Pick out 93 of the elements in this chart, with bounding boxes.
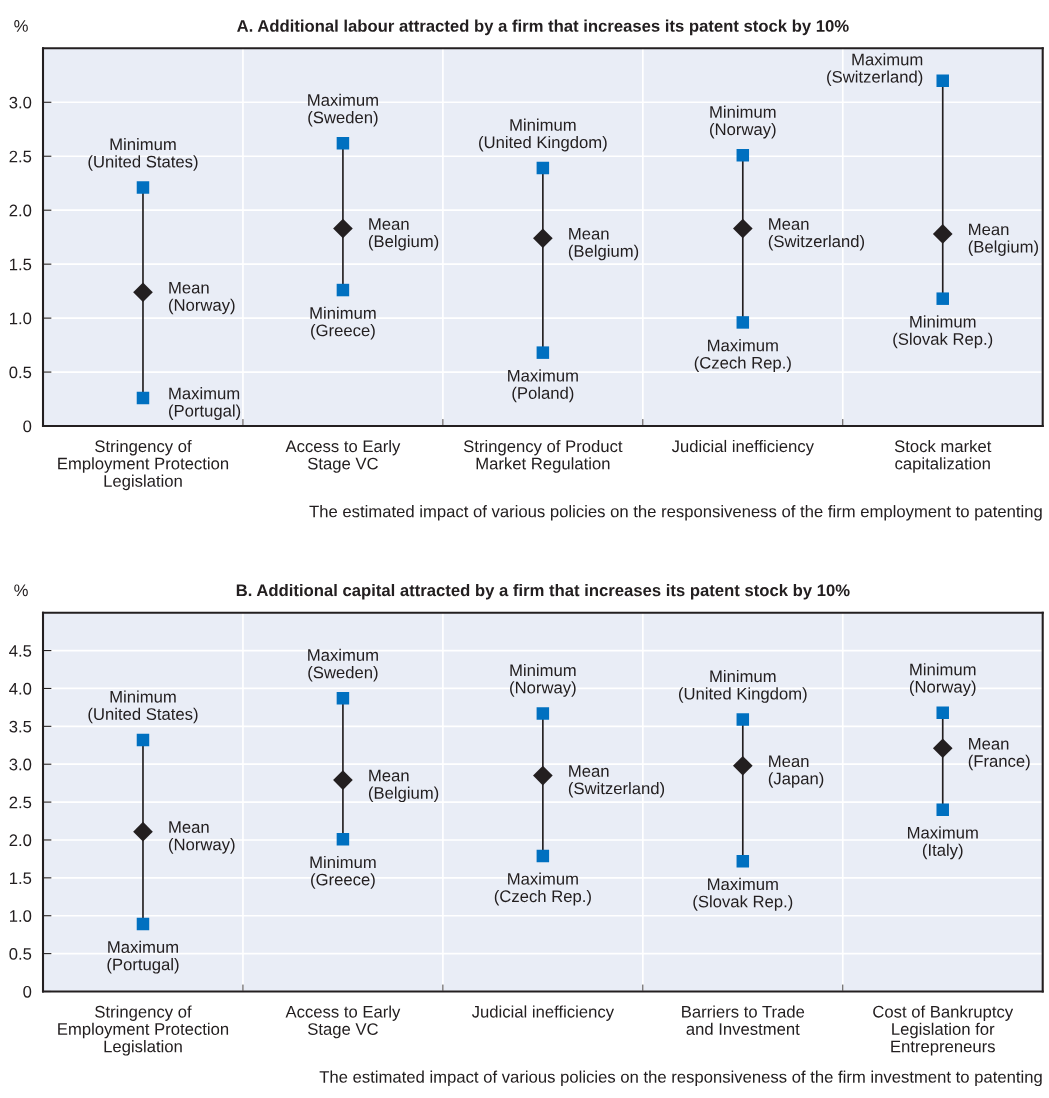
annotation: Mean (Norway)	[169, 281, 235, 315]
point	[336, 283, 350, 297]
x-tick-label: Access to Early Stage VC	[285, 439, 401, 473]
y-tick-label: 2.5	[9, 150, 32, 163]
annotation: Minimum (Norway)	[710, 105, 776, 139]
annotation: Maximum (Slovak Rep.)	[693, 877, 793, 911]
y-tick-label: 1.0	[10, 312, 32, 325]
y-tick-label: 0.5	[9, 366, 32, 379]
text: The estimated impact of various policies on the responsiveness of the firm investment to patenting	[319, 1070, 1042, 1087]
annotation: Minimum (United States)	[88, 137, 198, 171]
x-tick-label: Barriers to Trade and Investment	[682, 1005, 805, 1035]
annotation: Maximum (Poland)	[508, 369, 578, 403]
y-tick-label: 3.5	[9, 720, 32, 733]
annotation: Minimum (Greece)	[310, 855, 376, 889]
x-tick-label: Access to Early Stage VC	[285, 1005, 401, 1039]
point	[732, 755, 753, 776]
annotation: Mean (Switzerland)	[568, 765, 665, 798]
annotation: Maximum (Switzerland)	[827, 53, 923, 87]
y-axis-title: %	[14, 584, 28, 597]
point	[333, 218, 353, 239]
annotation: Mean (Norway)	[169, 821, 235, 854]
annotation: Mean (Belgium)	[968, 223, 1039, 256]
point	[136, 733, 150, 747]
annotation: Maximum (Portugal)	[169, 387, 241, 420]
annotation: Mean (Belgium)	[368, 218, 439, 251]
y-tick-label: 1.5	[10, 258, 32, 271]
point	[932, 224, 953, 244]
y-tick-label: 0.5	[9, 948, 32, 960]
x-tick-label: Stringency of Employment Protection Legislation	[58, 1005, 229, 1056]
point	[133, 282, 153, 303]
y-tick-label: 4.5	[9, 645, 32, 657]
point	[936, 292, 949, 305]
point	[133, 821, 153, 842]
point	[136, 181, 150, 194]
point	[333, 770, 353, 790]
chart-title: A. Additional labour attracted by a firm that increases its patent stock by 10%	[237, 19, 849, 36]
annotation: Maximum (Sweden)	[308, 93, 378, 127]
point	[736, 148, 750, 162]
annotation: Mean (France)	[968, 738, 1030, 771]
annotation: Mean (Belgium)	[368, 769, 439, 803]
x-tick-label: Stringency of Product Market Regulation	[463, 439, 623, 473]
x-tick-label: Stringency of Employment Protection Legislation	[58, 439, 229, 491]
point	[533, 765, 553, 786]
annotation: Minimum (United Kingdom)	[479, 118, 607, 152]
point	[732, 218, 753, 239]
x-tick-label: Judicial inefficiency	[471, 1005, 615, 1021]
point	[936, 74, 949, 87]
annotation: Mean (Switzerland)	[768, 218, 865, 251]
y-tick-label: 0	[23, 985, 32, 998]
y-tick-label: 3.0	[9, 96, 32, 109]
y-tick-label: 1.0	[10, 910, 32, 922]
y-tick-label: 2.5	[9, 796, 32, 809]
point	[336, 692, 350, 705]
point	[936, 803, 949, 816]
x-tick-label: Cost of Bankruptcy Legislation for Entrepreneurs	[873, 1005, 1014, 1056]
x-tick-label: Stock market capitalization	[894, 439, 992, 473]
point	[736, 316, 750, 329]
annotation: Minimum (Norway)	[510, 663, 576, 697]
annotation: Minimum (Greece)	[310, 306, 376, 340]
y-tick-label: 2.0	[9, 834, 32, 847]
x-tick-label: Judicial inefficiency	[671, 439, 814, 456]
point	[536, 161, 550, 175]
text: The estimated impact of various policies on the responsiveness of the firm employment to patenting	[309, 505, 1042, 521]
y-tick-label: 4.0	[9, 682, 32, 695]
point	[932, 738, 953, 759]
annotation: Minimum (United Kingdom)	[678, 669, 807, 703]
annotation: Minimum (Slovak Rep.)	[893, 315, 993, 349]
annotation: Minimum (United States)	[88, 690, 198, 724]
annotation: Maximum (Italy)	[907, 826, 978, 860]
y-tick-label: 2.0	[9, 204, 32, 217]
point	[736, 713, 750, 726]
annotation: Maximum (Czech Rep.)	[494, 872, 591, 906]
y-axis-title: %	[14, 20, 28, 32]
point	[536, 346, 550, 359]
chart-title: B. Additional capital attracted by a firm that increases its patent stock by 10%	[236, 583, 850, 600]
y-tick-label: 0	[23, 420, 32, 433]
point	[336, 137, 350, 150]
point	[536, 707, 550, 720]
point	[533, 228, 553, 249]
point	[936, 706, 949, 719]
annotation: Maximum (Portugal)	[107, 940, 179, 974]
y-tick-label: 1.5	[10, 872, 32, 885]
point	[736, 854, 750, 868]
point	[136, 391, 150, 405]
point	[336, 832, 350, 846]
annotation: Maximum (Sweden)	[308, 648, 378, 682]
annotation: Mean (Belgium)	[568, 227, 639, 261]
point	[536, 849, 550, 863]
annotation: Maximum (Czech Rep.)	[694, 339, 791, 372]
point	[136, 917, 150, 931]
y-tick-label: 3.0	[9, 758, 32, 771]
annotation: Minimum (Norway)	[909, 663, 976, 697]
annotation: Mean (Japan)	[768, 755, 824, 788]
